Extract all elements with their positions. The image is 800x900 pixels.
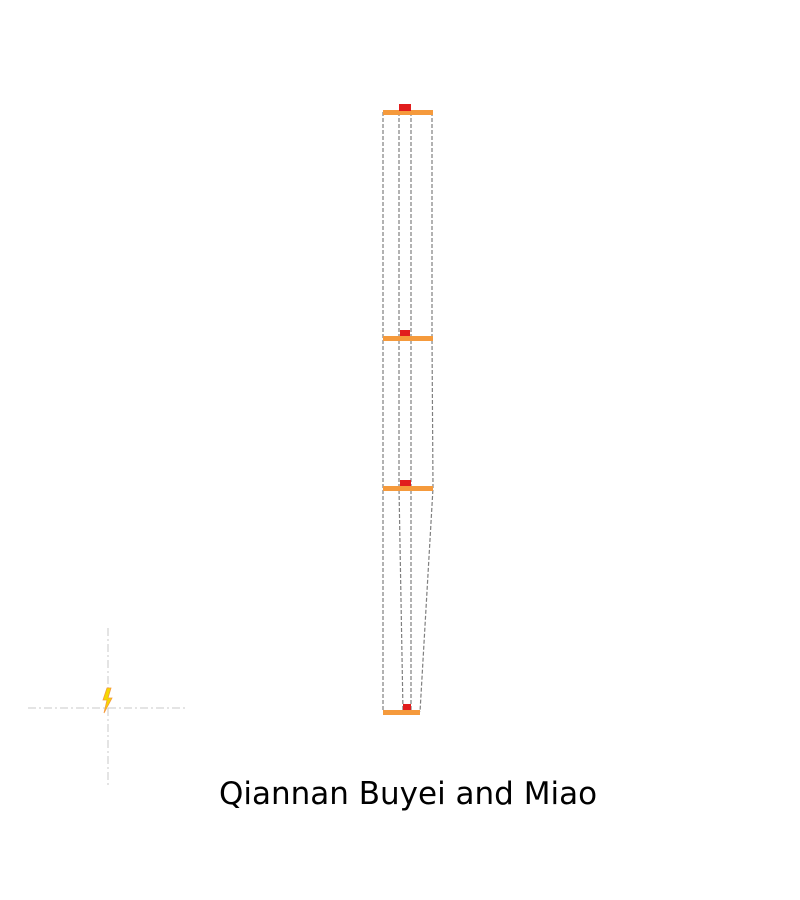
level-bar-4 [383, 710, 420, 715]
outline-right [419, 112, 434, 713]
level-bars [383, 110, 433, 715]
level-bar-1 [383, 110, 433, 115]
level-bar-2 [383, 336, 433, 341]
location-marker-icon [400, 330, 410, 336]
location-marker-icon [399, 104, 411, 111]
map-caption: Qiannan Buyei and Miao [218, 776, 598, 812]
region-outline [382, 112, 434, 713]
markers [399, 104, 411, 710]
location-marker-icon [403, 704, 411, 710]
lightning-compass-icon [102, 687, 113, 714]
level-bar-3 [383, 486, 433, 491]
outline-inner-left [398, 112, 404, 713]
location-marker-icon [400, 480, 411, 486]
compass-indicator [28, 628, 188, 788]
